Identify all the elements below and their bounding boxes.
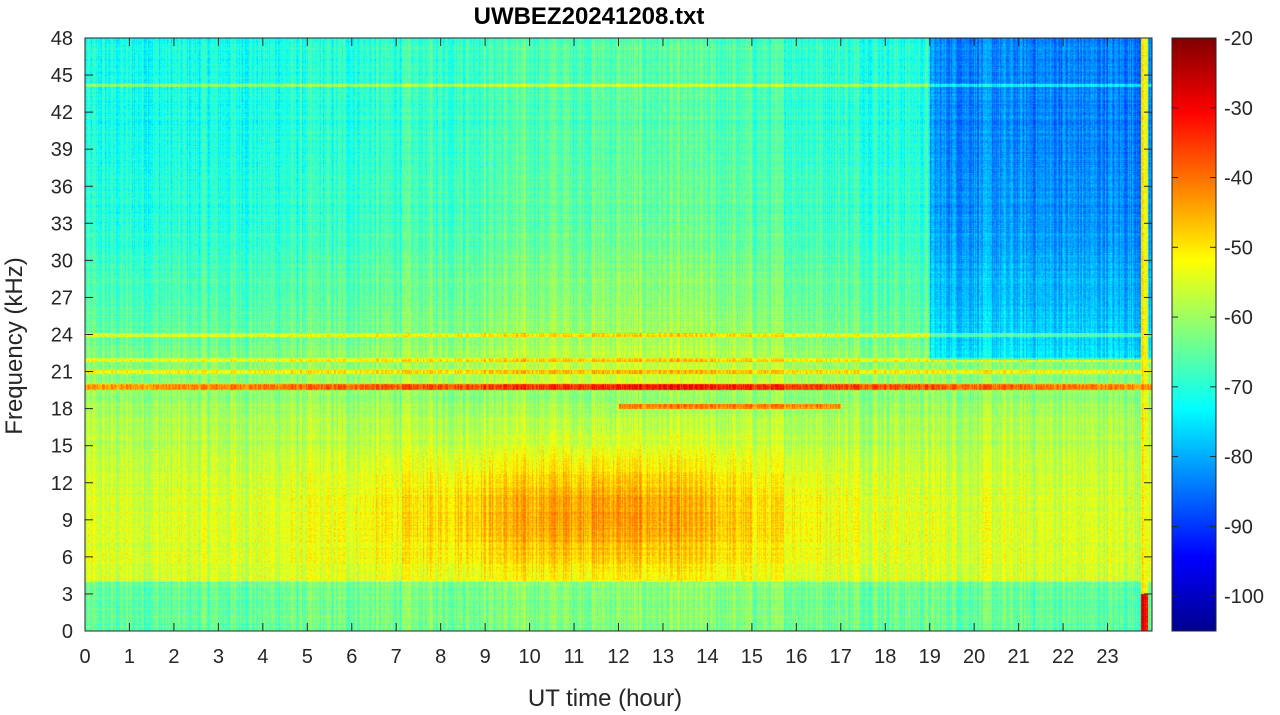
x-axis: 0 1 2 3 4 5 6 7 8 9 10 11 12 13 14 15 16 17 18 19 20 21 22 23	[79, 38, 1119, 668]
colorbar-tick-label: -20	[1224, 28, 1253, 50]
x-tick-label: 13	[652, 646, 674, 668]
x-tick-label: 7	[391, 646, 402, 668]
y-tick-label: 24	[51, 325, 73, 347]
x-tick-label: 11	[564, 646, 585, 668]
x-tick-label: 19	[919, 646, 941, 668]
colorbar-tick-label: -60	[1224, 307, 1253, 329]
y-tick-label: 6	[62, 547, 73, 569]
y-tick-label: 36	[51, 176, 73, 198]
y-tick-label: 12	[51, 473, 73, 495]
x-tick-label: 22	[1052, 646, 1074, 668]
x-tick-label: 2	[168, 646, 179, 668]
x-tick-label: 21	[1008, 646, 1030, 668]
y-axis-label: Frequency (kHz)	[1, 257, 28, 434]
y-tick-label: 9	[62, 510, 73, 532]
y-tick-label: 15	[51, 436, 73, 458]
x-tick-label: 17	[830, 646, 852, 668]
x-tick-label: 12	[607, 646, 629, 668]
chart-title: UWBEZ20241208.txt	[474, 3, 705, 30]
y-tick-label: 42	[51, 102, 73, 124]
y-tick-label: 18	[51, 399, 73, 421]
colorbar-tick-label: -50	[1224, 237, 1253, 259]
y-tick-label: 3	[62, 584, 73, 606]
x-tick-label: 0	[79, 646, 90, 668]
y-tick-label: 39	[51, 139, 73, 161]
x-tick-label: 6	[346, 646, 357, 668]
x-tick-label: 10	[518, 646, 540, 668]
colorbar	[1172, 38, 1216, 631]
colorbar-axis: -20 -30 -40 -50 -60 -70 -80 -90 -100	[1172, 28, 1264, 608]
y-tick-label: 21	[51, 362, 73, 384]
x-tick-label: 20	[963, 646, 985, 668]
spectrogram-heatmap	[85, 38, 1152, 631]
colorbar-tick-label: -40	[1224, 168, 1253, 190]
x-tick-label: 23	[1096, 646, 1118, 668]
colorbar-tick-label: -100	[1224, 586, 1264, 608]
x-tick-label: 5	[302, 646, 313, 668]
x-tick-label: 15	[741, 646, 763, 668]
x-tick-label: 9	[480, 646, 491, 668]
y-tick-label: 30	[51, 250, 73, 272]
y-tick-label: 48	[51, 28, 73, 50]
y-tick-label: 27	[51, 287, 73, 309]
colorbar-frame	[1171, 37, 1217, 632]
x-axis-label: UT time (hour)	[528, 685, 682, 712]
colorbar-tick-label: -70	[1224, 377, 1253, 399]
y-tick-label: 45	[51, 65, 73, 87]
x-tick-label: 16	[785, 646, 807, 668]
x-tick-label: 18	[874, 646, 896, 668]
colorbar-tick-label: -80	[1224, 447, 1253, 469]
y-tick-label: 33	[51, 213, 73, 235]
x-tick-label: 4	[257, 646, 268, 668]
x-tick-label: 14	[696, 646, 718, 668]
x-tick-label: 1	[124, 646, 135, 668]
x-tick-label: 8	[435, 646, 446, 668]
colorbar-tick-label: -30	[1224, 98, 1253, 120]
y-tick-label: 0	[62, 621, 73, 643]
colorbar-tick-label: -90	[1224, 516, 1253, 538]
x-tick-label: 3	[213, 646, 224, 668]
